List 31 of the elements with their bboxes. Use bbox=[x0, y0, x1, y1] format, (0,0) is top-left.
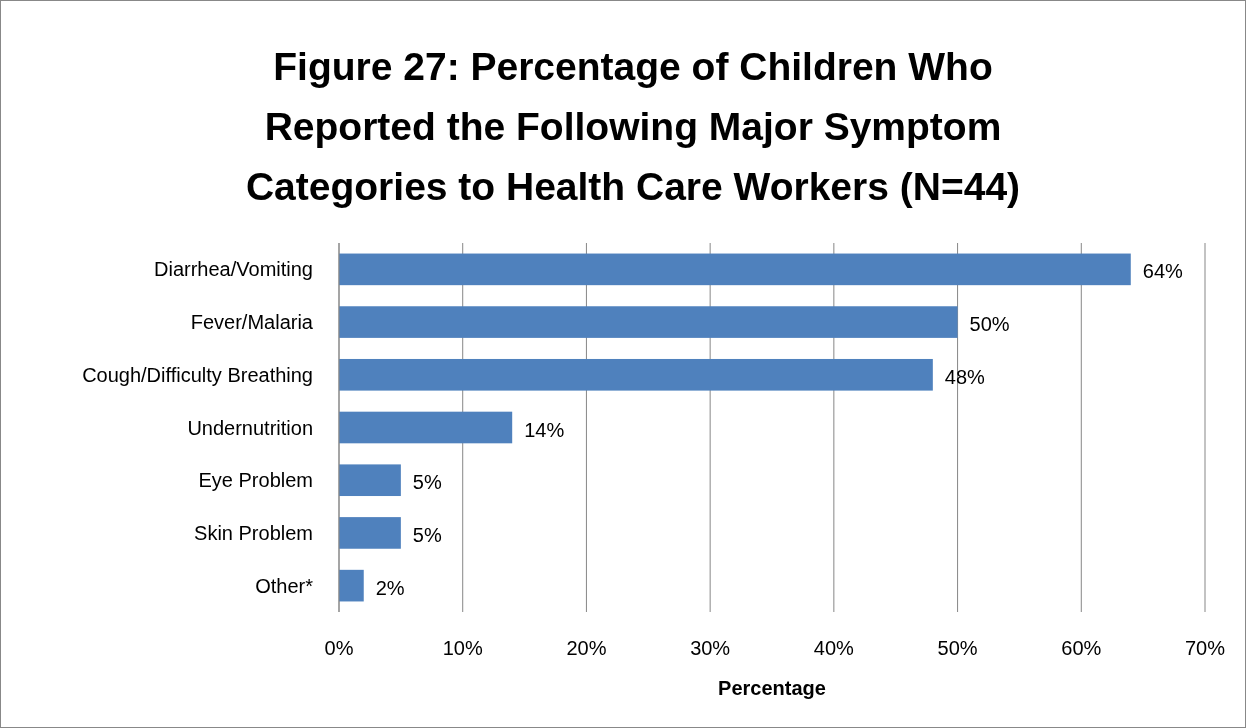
x-tick-label: 20% bbox=[566, 637, 607, 659]
x-tick-label: 30% bbox=[690, 637, 731, 659]
y-tick-label: Diarrhea/Vomiting bbox=[154, 258, 313, 281]
x-tick-label: 50% bbox=[937, 637, 978, 659]
x-tick-label: 40% bbox=[813, 637, 855, 659]
x-tick-label: 10% bbox=[442, 637, 483, 659]
y-tick-label: Fever/Malaria bbox=[190, 311, 314, 334]
bar bbox=[339, 517, 401, 549]
data-label: 14% bbox=[524, 418, 565, 441]
x-axis-title: Percentage bbox=[718, 677, 826, 699]
y-tick-label: Eye Problem bbox=[198, 469, 313, 492]
data-label: 5% bbox=[412, 471, 442, 494]
x-tick-label: 60% bbox=[1061, 637, 1102, 659]
data-label: 48% bbox=[944, 365, 986, 388]
data-label: 50% bbox=[969, 313, 1010, 336]
y-tick-label: Skin Problem bbox=[194, 521, 313, 544]
x-tick-label: 70% bbox=[1184, 637, 1226, 659]
bar bbox=[339, 253, 1131, 286]
bar bbox=[339, 358, 933, 391]
bar bbox=[339, 306, 958, 338]
y-tick-label: Other* bbox=[255, 574, 314, 597]
bar bbox=[339, 411, 513, 444]
data-label: 2% bbox=[375, 576, 405, 599]
bar bbox=[339, 569, 364, 602]
x-tick-label: 0% bbox=[324, 637, 354, 659]
bar bbox=[339, 464, 401, 497]
data-label: 5% bbox=[412, 523, 442, 546]
y-tick-label: Undernutrition bbox=[187, 416, 313, 439]
data-label: 64% bbox=[1142, 260, 1184, 283]
chart-title: Figure 27: Percentage of Children Who Reported the Following Major Symptom Categories to Health Care Workers (N=44) bbox=[245, 45, 1021, 208]
y-tick-label: Cough/Difficulty Breathing bbox=[82, 363, 313, 386]
